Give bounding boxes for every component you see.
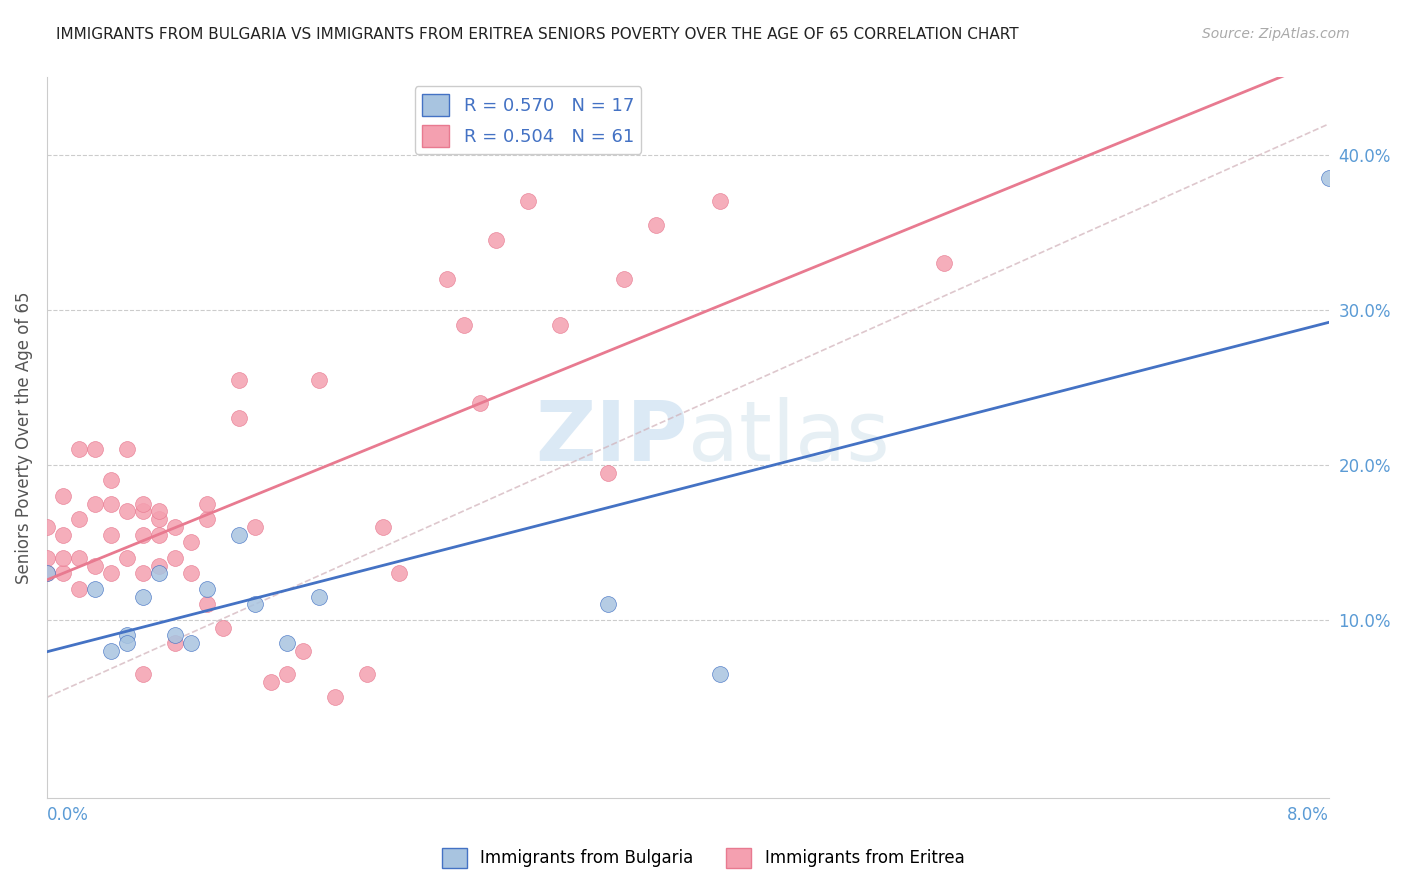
- Point: [165, 628, 187, 642]
- Text: Source: ZipAtlas.com: Source: ZipAtlas.com: [1202, 27, 1350, 41]
- Point: [132, 667, 155, 681]
- Point: [276, 667, 298, 681]
- Point: [148, 512, 170, 526]
- Point: [52, 489, 75, 503]
- Point: [228, 527, 250, 541]
- Point: [35, 566, 58, 581]
- Point: [67, 442, 90, 457]
- Point: [228, 373, 250, 387]
- Point: [292, 644, 315, 658]
- Point: [35, 566, 58, 581]
- Point: [709, 194, 731, 209]
- Y-axis label: Seniors Poverty Over the Age of 65: Seniors Poverty Over the Age of 65: [15, 292, 32, 584]
- Point: [35, 550, 58, 565]
- Text: IMMIGRANTS FROM BULGARIA VS IMMIGRANTS FROM ERITREA SENIORS POVERTY OVER THE AGE: IMMIGRANTS FROM BULGARIA VS IMMIGRANTS F…: [56, 27, 1019, 42]
- Point: [84, 558, 107, 573]
- Point: [180, 535, 202, 549]
- Point: [195, 598, 218, 612]
- Point: [468, 396, 491, 410]
- Point: [180, 636, 202, 650]
- Point: [709, 667, 731, 681]
- Point: [67, 550, 90, 565]
- Point: [84, 582, 107, 596]
- Point: [148, 558, 170, 573]
- Point: [100, 497, 122, 511]
- Point: [323, 690, 346, 705]
- Point: [35, 520, 58, 534]
- Point: [613, 272, 636, 286]
- Point: [308, 373, 330, 387]
- Point: [548, 318, 571, 333]
- Point: [132, 497, 155, 511]
- Point: [276, 636, 298, 650]
- Point: [228, 411, 250, 425]
- Point: [67, 512, 90, 526]
- Point: [373, 520, 395, 534]
- Point: [212, 621, 235, 635]
- Point: [148, 527, 170, 541]
- Point: [52, 550, 75, 565]
- Point: [195, 512, 218, 526]
- Point: [436, 272, 458, 286]
- Point: [180, 566, 202, 581]
- Point: [453, 318, 475, 333]
- Legend: Immigrants from Bulgaria, Immigrants from Eritrea: Immigrants from Bulgaria, Immigrants fro…: [434, 841, 972, 875]
- Point: [115, 442, 138, 457]
- Point: [115, 504, 138, 518]
- Point: [84, 442, 107, 457]
- Point: [132, 527, 155, 541]
- Point: [484, 233, 506, 247]
- Text: atlas: atlas: [688, 397, 890, 478]
- Point: [165, 550, 187, 565]
- Point: [100, 644, 122, 658]
- Point: [596, 598, 619, 612]
- Point: [644, 218, 666, 232]
- Text: ZIP: ZIP: [536, 397, 688, 478]
- Text: 8.0%: 8.0%: [1286, 805, 1329, 824]
- Point: [165, 520, 187, 534]
- Point: [356, 667, 378, 681]
- Point: [388, 566, 411, 581]
- Point: [115, 550, 138, 565]
- Point: [934, 256, 956, 270]
- Point: [132, 504, 155, 518]
- Point: [516, 194, 538, 209]
- Legend: R = 0.570   N = 17, R = 0.504   N = 61: R = 0.570 N = 17, R = 0.504 N = 61: [415, 87, 641, 154]
- Point: [260, 674, 283, 689]
- Point: [165, 636, 187, 650]
- Point: [84, 497, 107, 511]
- Point: [115, 636, 138, 650]
- Point: [1317, 171, 1340, 186]
- Point: [100, 527, 122, 541]
- Point: [100, 566, 122, 581]
- Point: [132, 590, 155, 604]
- Point: [52, 566, 75, 581]
- Point: [596, 466, 619, 480]
- Point: [67, 582, 90, 596]
- Point: [100, 474, 122, 488]
- Point: [52, 527, 75, 541]
- Point: [148, 566, 170, 581]
- Point: [245, 520, 267, 534]
- Point: [245, 598, 267, 612]
- Point: [308, 590, 330, 604]
- Point: [148, 504, 170, 518]
- Point: [195, 582, 218, 596]
- Point: [195, 497, 218, 511]
- Point: [115, 628, 138, 642]
- Text: 0.0%: 0.0%: [46, 805, 89, 824]
- Point: [132, 566, 155, 581]
